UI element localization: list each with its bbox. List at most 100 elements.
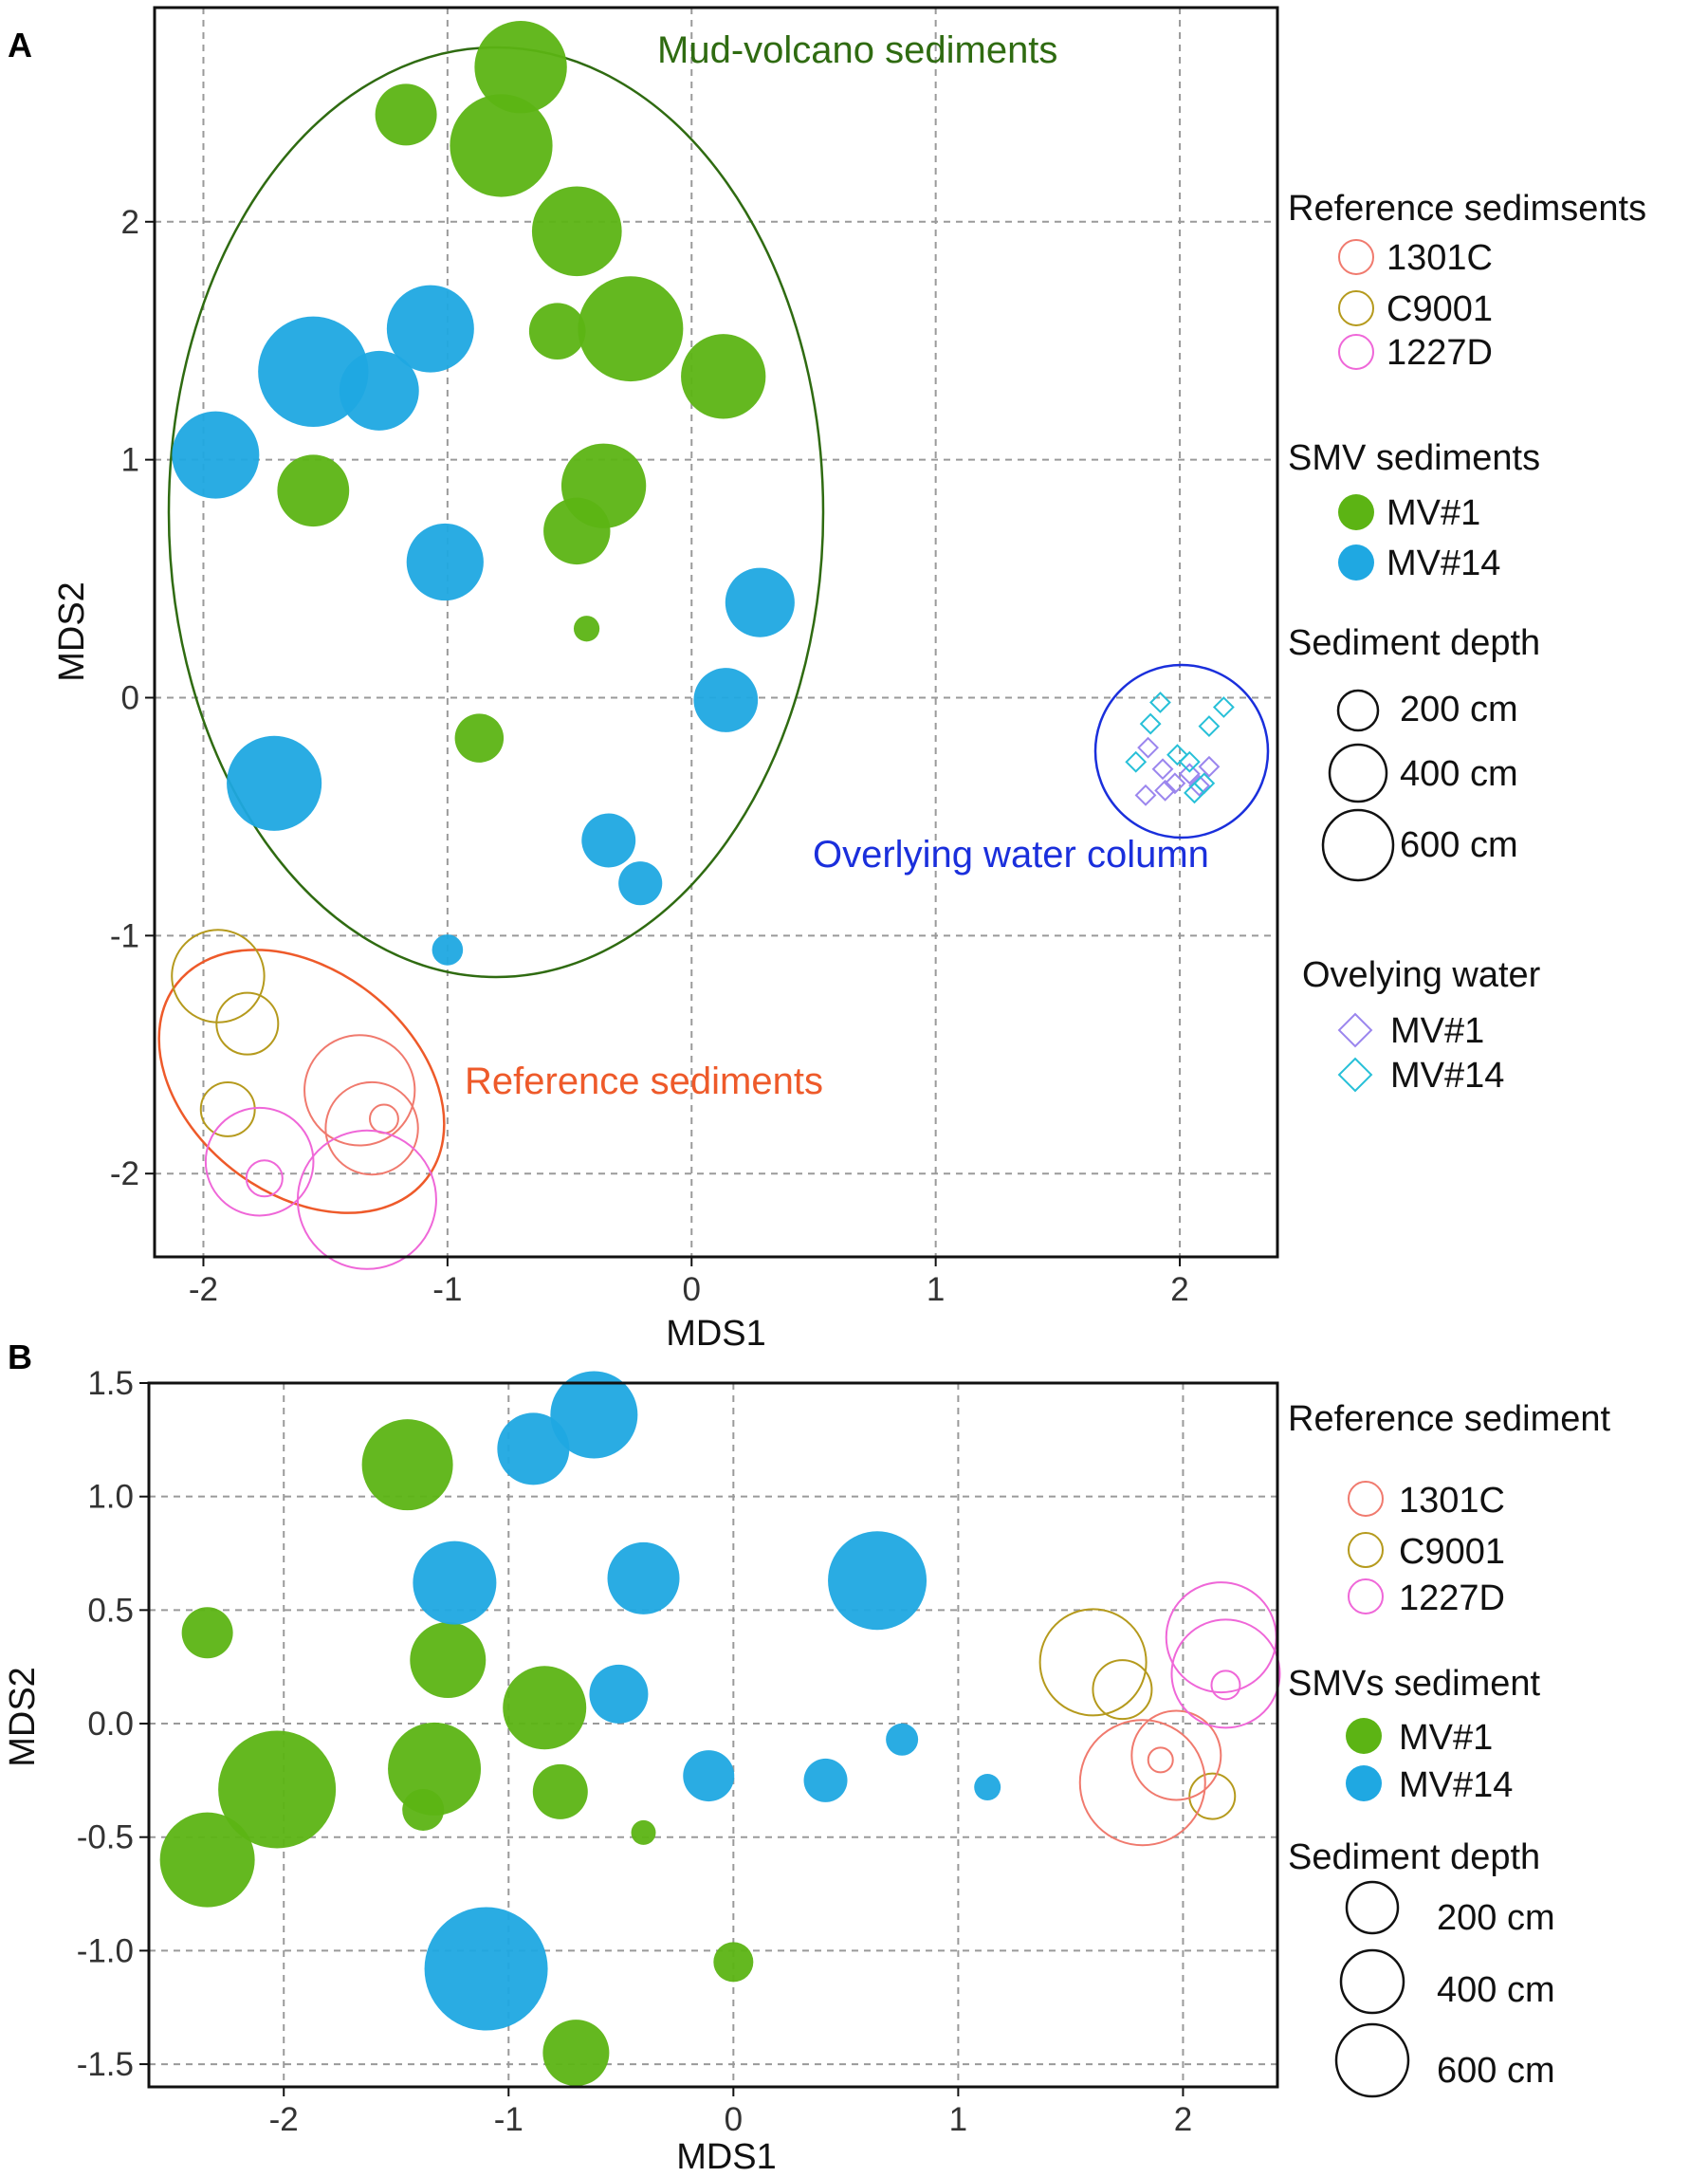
legend-b-mv1-label: MV#1 <box>1399 1718 1493 1758</box>
legend-b-depth-400-marker <box>1339 1948 1405 2015</box>
sediment-point-mv1 <box>713 1942 754 1983</box>
sediment-point-mv14 <box>424 1907 548 2031</box>
water-point-mv14 <box>1178 750 1201 773</box>
legend-a-depth-400-label: 400 cm <box>1400 754 1518 794</box>
reference-point-c9001 <box>1038 1608 1148 1717</box>
legend-a-depth-200-marker <box>1336 689 1380 732</box>
y-tick-label: 1 <box>121 442 139 479</box>
legend-b-smv-title: SMVs sediment <box>1288 1664 1541 1704</box>
sediment-point-mv1 <box>450 94 553 197</box>
reference-point-1227d <box>296 1129 437 1270</box>
panel-a-legend: Reference sedimsents 1301C C9001 1227D S… <box>1288 189 1646 1096</box>
reference-point-1227d <box>1165 1581 1277 1694</box>
water-point-mv1 <box>1134 784 1157 806</box>
sediment-point-mv14 <box>550 1371 638 1459</box>
reference-point-1227d <box>245 1159 284 1198</box>
legend-b-mv1-marker <box>1346 1718 1382 1754</box>
sediment-point-mv1 <box>181 1607 233 1659</box>
x-tick-label: 0 <box>683 1271 701 1308</box>
x-tick-label: -1 <box>494 2101 523 2138</box>
panel-b-grid <box>149 1382 1277 2087</box>
x-tick-label: 2 <box>1174 2101 1192 2138</box>
water-point-mv14 <box>1166 744 1188 766</box>
water-point-mv14 <box>1125 750 1148 773</box>
panel-a-frame <box>153 6 1279 1259</box>
y-tick-label: 2 <box>121 204 139 241</box>
sediment-point-mv14 <box>413 1541 497 1625</box>
water-point-mv14 <box>1212 696 1235 718</box>
sediment-point-mv14 <box>886 1723 919 1756</box>
sediment-point-mv14 <box>974 1774 1001 1801</box>
legend-b-1301c-label: 1301C <box>1399 1481 1505 1521</box>
water-point-mv14 <box>1139 712 1162 735</box>
water-point-mv1 <box>1154 779 1177 802</box>
legend-b-1301c-marker <box>1348 1481 1384 1517</box>
x-tick-label: 1 <box>949 2101 967 2138</box>
sediment-point-mv1 <box>531 186 622 277</box>
legend-a-smv-title: SMV sediments <box>1288 438 1540 478</box>
reference-point-c9001 <box>1092 1659 1153 1721</box>
legend-a-mv14-label: MV#14 <box>1387 544 1500 583</box>
x-tick-label: -2 <box>189 1271 218 1308</box>
sediment-point-mv14 <box>227 735 322 831</box>
legend-a-water-mv1-marker <box>1337 1012 1373 1048</box>
sediment-point-mv14 <box>406 523 484 601</box>
sediment-point-mv1 <box>631 1819 656 1845</box>
legend-b-c9001-marker <box>1348 1532 1384 1568</box>
legend-a-depth-400-marker <box>1328 743 1388 803</box>
reference-point-1227d <box>204 1106 315 1217</box>
legend-b-mv14-label: MV#14 <box>1399 1765 1513 1805</box>
y-tick-label: 0.0 <box>87 1706 134 1743</box>
sediment-point-mv14 <box>339 350 419 431</box>
sediment-point-mv14 <box>589 1664 649 1724</box>
legend-b-c9001-label: C9001 <box>1399 1532 1505 1572</box>
mud-volcano-annotation: Mud-volcano sediments <box>657 29 1057 71</box>
legend-a-water-mv1-label: MV#1 <box>1390 1011 1484 1051</box>
reference-point-c9001 <box>215 991 280 1056</box>
sediment-point-mv14 <box>386 285 474 373</box>
reference-annotation: Reference sediments <box>465 1061 823 1102</box>
legend-a-water-title: Ovelying water <box>1302 955 1541 995</box>
panel-b-points <box>159 1371 1281 2087</box>
legend-b-depth-400-label: 400 cm <box>1437 1970 1555 2010</box>
sediment-point-mv1 <box>528 303 586 360</box>
legend-a-reference-title: Reference sedimsents <box>1288 189 1646 229</box>
x-tick-label: 1 <box>927 1271 945 1308</box>
panel-b-x-axis-label: MDS1 <box>676 2137 777 2177</box>
sediment-point-mv14 <box>725 567 795 637</box>
sediment-point-mv1 <box>474 21 567 114</box>
panel-b-legend: Reference sediment 1301C C9001 1227D SMV… <box>1288 1399 1611 2098</box>
x-tick-label: -2 <box>269 2101 299 2138</box>
reference-point-c9001 <box>1188 1772 1237 1820</box>
water-point-mv1 <box>1178 763 1201 785</box>
sediment-point-mv1 <box>375 83 437 146</box>
x-tick-label: -1 <box>432 1271 462 1308</box>
reference-point-1301c <box>324 1080 419 1176</box>
legend-b-depth-600-label: 600 cm <box>1437 2051 1555 2091</box>
y-tick-label: -2 <box>110 1155 139 1192</box>
water-column-annotation: Overlying water column <box>813 834 1209 876</box>
reference-ellipse <box>157 949 446 1214</box>
sediment-point-mv14 <box>693 668 759 732</box>
sediment-point-mv14 <box>828 1531 927 1631</box>
water-point-mv1 <box>1151 758 1174 781</box>
water-column-circle <box>1093 663 1270 839</box>
reference-point-c9001 <box>171 929 266 1024</box>
sediment-point-mv14 <box>497 1412 570 1485</box>
sediment-point-mv1 <box>573 616 600 642</box>
sediment-point-mv14 <box>581 813 636 868</box>
sediment-point-mv1 <box>681 334 766 419</box>
reference-point-1227d <box>1210 1670 1241 1701</box>
panel-a-points <box>171 21 1235 1270</box>
sediment-point-mv1 <box>410 1622 487 1699</box>
y-tick-label: -1.5 <box>77 2046 134 2083</box>
water-point-mv1 <box>1164 772 1186 795</box>
legend-a-1227d-marker <box>1338 334 1374 370</box>
sediment-point-mv14 <box>607 1541 680 1614</box>
water-point-mv1 <box>1137 736 1159 759</box>
sediment-point-mv1 <box>361 1419 453 1511</box>
water-point-mv1 <box>1188 774 1211 797</box>
legend-a-c9001-label: C9001 <box>1387 289 1493 329</box>
reference-point-1301c <box>368 1103 399 1135</box>
legend-b-depth-title: Sediment depth <box>1288 1837 1540 1877</box>
